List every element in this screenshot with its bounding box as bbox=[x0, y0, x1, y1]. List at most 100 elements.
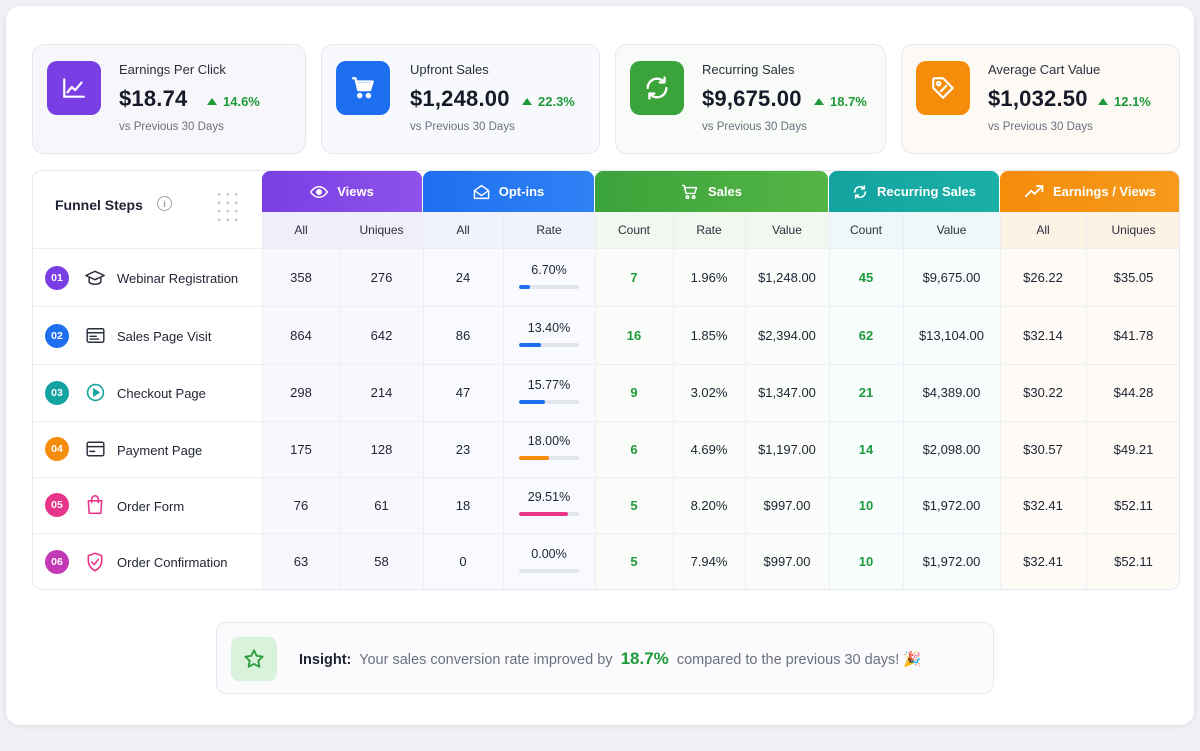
card-change: 22.3% bbox=[522, 94, 575, 109]
cell-sales-rate: 1.85% bbox=[690, 328, 728, 343]
refresh-icon bbox=[630, 61, 684, 115]
card-sub: vs Previous 30 Days bbox=[702, 121, 807, 133]
cell-sales-count: 9 bbox=[630, 385, 638, 400]
rate-progress-bar bbox=[519, 342, 579, 347]
dashboard-frame: Earnings Per Click $18.74 14.6% vs Previ… bbox=[6, 6, 1194, 725]
step-name[interactable]: Checkout Page bbox=[117, 386, 206, 401]
rate-progress-bar bbox=[519, 399, 579, 404]
cell-sales-value: $1,347.00 bbox=[758, 385, 816, 400]
cell-recurring-value: $1,972.00 bbox=[922, 554, 981, 569]
subheader-optins-all[interactable]: All bbox=[456, 223, 470, 237]
cell-sales-rate: 8.20% bbox=[690, 497, 728, 513]
table-row[interactable]: 02 Sales Page Visit 864 642 86 16 1.85% $2,394.… bbox=[33, 307, 1179, 364]
rate-progress-fill bbox=[519, 342, 542, 347]
cell-sales-count: 16 bbox=[626, 328, 642, 343]
refresh-icon bbox=[853, 184, 867, 199]
subheader-optins-rate[interactable]: Rate bbox=[536, 223, 562, 237]
cell-earnings-all: $32.41 bbox=[1023, 497, 1063, 513]
credit-card-icon bbox=[85, 439, 105, 459]
cell-sales-rate: 7.94% bbox=[690, 554, 728, 569]
group-header-optins[interactable]: Opt-ins bbox=[423, 171, 594, 212]
step-name[interactable]: Payment Page bbox=[117, 442, 203, 458]
cell-earnings-uniques: $41.78 bbox=[1113, 328, 1154, 343]
cell-earnings-all: $30.57 bbox=[1023, 441, 1063, 457]
step-name[interactable]: Webinar Registration bbox=[117, 271, 239, 286]
card-value: $1,032.50 bbox=[988, 86, 1088, 111]
insight-text: Insight: Your sales conversion rate impr… bbox=[299, 649, 921, 669]
cell-earnings-all: $26.22 bbox=[1023, 270, 1063, 285]
card-recurring-sales[interactable]: Recurring Sales $9,675.00 18.7% vs Previ… bbox=[615, 44, 886, 154]
table-row[interactable]: 03 Checkout Page 298 214 47 9 3.02% $1,347.00 21… bbox=[33, 364, 1179, 421]
step-name[interactable]: Sales Page Visit bbox=[117, 329, 212, 344]
cell-recurring-value: $2,098.00 bbox=[922, 441, 981, 457]
card-sub: vs Previous 30 Days bbox=[988, 121, 1093, 133]
star-icon bbox=[231, 637, 277, 681]
cart-icon bbox=[336, 61, 390, 115]
cell-earnings-uniques: $44.28 bbox=[1113, 385, 1154, 400]
card-value: $18.74 bbox=[119, 86, 188, 111]
cell-sales-count: 5 bbox=[630, 554, 638, 569]
cell-earnings-uniques: $49.21 bbox=[1113, 441, 1154, 457]
eye-icon bbox=[310, 185, 329, 198]
funnel-steps-header: Funnel Steps bbox=[55, 197, 143, 213]
cell-views-uniques: 214 bbox=[370, 385, 393, 400]
group-header-earnings-views[interactable]: Earnings / Views bbox=[1000, 171, 1179, 212]
group-label: Recurring Sales bbox=[877, 184, 976, 199]
group-header-views[interactable]: Views bbox=[262, 171, 422, 212]
cell-optins-rate: 0.00% bbox=[503, 547, 595, 573]
card-change: 12.1% bbox=[1098, 94, 1151, 109]
table-row[interactable]: 01 Webinar Registration 358 276 24 7 1.96% $1,2… bbox=[33, 249, 1179, 306]
browser-icon bbox=[85, 326, 105, 346]
subheader-recurring-count[interactable]: Count bbox=[849, 223, 883, 237]
table-row[interactable]: 05 Order Form 76 61 18 5 8.20% $997.00 10 $1,972.… bbox=[33, 477, 1179, 533]
cell-recurring-count: 10 bbox=[858, 554, 874, 569]
cell-recurring-count: 14 bbox=[858, 441, 874, 457]
card-average-cart-value[interactable]: Average Cart Value $1,032.50 12.1% vs Pr… bbox=[901, 44, 1180, 154]
subheader-views-all[interactable]: All bbox=[294, 223, 308, 237]
cell-sales-value: $997.00 bbox=[763, 554, 811, 569]
card-earnings-per-click[interactable]: Earnings Per Click $18.74 14.6% vs Previ… bbox=[32, 44, 306, 154]
cell-views-all: 358 bbox=[290, 270, 312, 285]
cell-sales-rate: 4.69% bbox=[690, 441, 728, 457]
cell-earnings-all: $30.22 bbox=[1023, 385, 1063, 400]
cell-earnings-all: $32.41 bbox=[1023, 554, 1063, 569]
table-row[interactable]: 04 Payment Page 175 128 23 6 4.69% $1,197.00 14 $… bbox=[33, 421, 1179, 477]
step-number: 06 bbox=[45, 549, 69, 574]
subheader-sales-value[interactable]: Value bbox=[772, 223, 802, 237]
card-value: $1,248.00 bbox=[410, 86, 510, 111]
subheader-recurring-value[interactable]: Value bbox=[936, 223, 967, 237]
card-label: Recurring Sales bbox=[702, 62, 795, 77]
step-name[interactable]: Order Form bbox=[117, 498, 185, 514]
cell-views-all: 864 bbox=[290, 328, 312, 343]
trend-up-icon bbox=[47, 61, 101, 115]
rate-progress-fill bbox=[519, 456, 549, 460]
card-label: Upfront Sales bbox=[410, 62, 489, 77]
card-value: $9,675.00 bbox=[702, 86, 802, 111]
card-upfront-sales[interactable]: Upfront Sales $1,248.00 22.3% vs Previou… bbox=[321, 44, 600, 154]
step-number: 05 bbox=[45, 493, 69, 517]
group-label: Earnings / Views bbox=[1052, 184, 1157, 199]
rate-progress-bar bbox=[519, 456, 579, 460]
subheader-earnings-all[interactable]: All bbox=[1036, 223, 1050, 237]
cell-recurring-count: 62 bbox=[858, 328, 874, 343]
cell-recurring-count: 10 bbox=[858, 497, 874, 513]
cell-optins-rate: 15.77% bbox=[503, 378, 595, 404]
subheader-views-uniques[interactable]: Uniques bbox=[359, 223, 404, 237]
mail-icon bbox=[473, 184, 490, 199]
cell-sales-rate: 3.02% bbox=[690, 385, 728, 400]
rate-progress-fill bbox=[519, 284, 531, 289]
cell-earnings-uniques: $35.05 bbox=[1113, 270, 1154, 285]
funnel-table: Funnel Steps i Views Opt-ins Sales Recur… bbox=[32, 170, 1180, 590]
subheader-sales-count[interactable]: Count bbox=[617, 223, 651, 237]
subheader-earnings-uniques[interactable]: Uniques bbox=[1111, 223, 1156, 237]
group-header-sales[interactable]: Sales bbox=[595, 171, 828, 212]
step-number: 02 bbox=[45, 323, 69, 348]
info-icon[interactable]: i bbox=[157, 196, 172, 211]
group-header-recurring-sales[interactable]: Recurring Sales bbox=[829, 171, 999, 212]
table-row[interactable]: 06 Order Confirmation 63 58 0 5 7.94% $997.00 10… bbox=[33, 533, 1179, 589]
subheader-sales-rate[interactable]: Rate bbox=[696, 223, 722, 237]
rate-value: 29.51% bbox=[527, 490, 571, 504]
step-name[interactable]: Order Confirmation bbox=[117, 555, 228, 570]
cell-recurring-value: $4,389.00 bbox=[922, 385, 981, 400]
drag-handle-icon[interactable] bbox=[215, 190, 241, 224]
